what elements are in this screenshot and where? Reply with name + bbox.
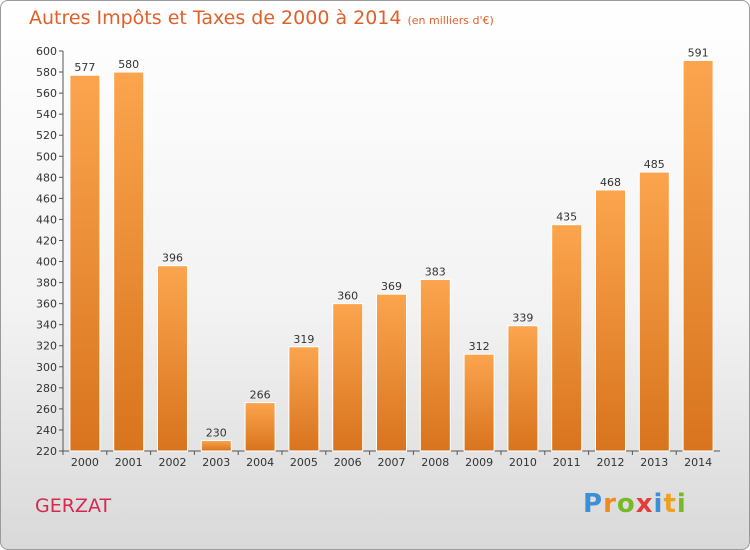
- bars: 577 580 396 230 266 319 360 369 383 312 339 435 468 4…: [69, 46, 714, 452]
- logo-letter: o: [616, 489, 636, 519]
- x-tick-label: 2014: [684, 456, 712, 469]
- bar-2000: [69, 74, 101, 452]
- value-label-2008: 383: [425, 265, 446, 278]
- y-tick-label: 520: [36, 129, 57, 142]
- y-tick-label: 340: [36, 319, 57, 332]
- y-tick-label: 560: [36, 87, 57, 100]
- value-label-2013: 485: [644, 158, 665, 171]
- value-label-2006: 360: [337, 290, 358, 303]
- logo-letter: i: [676, 489, 687, 519]
- y-tick-label: 500: [36, 150, 57, 163]
- x-tick-label: 2000: [71, 456, 99, 469]
- y-tick-label: 240: [36, 424, 57, 437]
- value-label-2007: 369: [381, 280, 402, 293]
- bar-2005: [288, 346, 320, 452]
- x-tick-label: 2003: [202, 456, 230, 469]
- y-tick-label: 480: [36, 171, 57, 184]
- logo-letter: r: [603, 489, 617, 519]
- x-tick-label: 2005: [290, 456, 318, 469]
- bar-2003: [200, 439, 232, 452]
- bar-2008: [419, 278, 451, 452]
- bar-2002: [157, 265, 188, 452]
- y-tick-label: 420: [36, 234, 57, 247]
- y-tick-label: 580: [36, 66, 57, 79]
- value-label-2004: 266: [250, 389, 271, 402]
- bar-2014: [682, 59, 714, 452]
- x-tick-label: 2011: [553, 456, 581, 469]
- x-tick-label: 2012: [597, 456, 625, 469]
- bar-2001: [113, 71, 145, 452]
- x-tick-label: 2009: [465, 456, 493, 469]
- bar-2013: [638, 171, 670, 452]
- logo-letter: x: [635, 489, 654, 519]
- chart-title-text: Autres Impôts et Taxes de 2000 à 2014: [29, 7, 402, 29]
- logo-letter: P: [583, 489, 604, 519]
- y-tick-label: 400: [36, 256, 57, 269]
- bar-2010: [507, 325, 539, 452]
- chart-subtitle: (en milliers d'€): [407, 14, 494, 27]
- x-axis: 2000 2001 2002 2003 2004 2005 2006 2007 2008 2009…: [62, 450, 720, 469]
- y-tick-label: 260: [36, 403, 57, 416]
- city-name: GERZAT: [35, 495, 112, 517]
- proxiti-logo[interactable]: Proxiti: [583, 489, 687, 519]
- chart-title: Autres Impôts et Taxes de 2000 à 2014 (en…: [29, 7, 494, 29]
- value-label-2010: 339: [512, 312, 533, 325]
- y-tick-label: 540: [36, 108, 57, 121]
- value-label-2000: 577: [74, 61, 95, 74]
- y-tick-label: 360: [36, 298, 57, 311]
- value-label-2009: 312: [469, 340, 490, 353]
- y-axis: 220 240 260 280 300 320 340 360 380 400 420 440 460 4…: [36, 45, 64, 458]
- bar-2012: [595, 189, 626, 452]
- y-tick-label: 380: [36, 277, 57, 290]
- x-tick-label: 2008: [421, 456, 449, 469]
- x-tick-label: 2013: [640, 456, 668, 469]
- x-tick-label: 2010: [509, 456, 537, 469]
- y-tick-label: 460: [36, 192, 57, 205]
- logo-letter: t: [663, 489, 677, 519]
- bar-2011: [551, 224, 583, 452]
- value-label-2002: 396: [162, 252, 183, 265]
- x-tick-label: 2007: [378, 456, 406, 469]
- value-label-2003: 230: [206, 426, 227, 439]
- y-tick-label: 220: [36, 445, 57, 458]
- bar-2004: [244, 402, 276, 452]
- bar-2007: [376, 293, 407, 452]
- y-tick-label: 300: [36, 361, 57, 374]
- bar-2009: [463, 353, 495, 452]
- y-tick-label: 440: [36, 213, 57, 226]
- bar-2006: [332, 303, 364, 452]
- value-label-2014: 591: [688, 46, 709, 59]
- value-label-2005: 319: [293, 333, 314, 346]
- x-tick-label: 2006: [334, 456, 362, 469]
- x-tick-label: 2001: [115, 456, 143, 469]
- logo-letter: i: [653, 489, 664, 519]
- x-tick-label: 2004: [246, 456, 274, 469]
- y-tick-label: 600: [36, 45, 57, 58]
- y-tick-label: 320: [36, 340, 57, 353]
- value-label-2001: 580: [118, 58, 139, 71]
- y-tick-label: 280: [36, 382, 57, 395]
- value-label-2011: 435: [556, 211, 577, 224]
- value-label-2012: 468: [600, 176, 621, 189]
- x-tick-label: 2002: [159, 456, 187, 469]
